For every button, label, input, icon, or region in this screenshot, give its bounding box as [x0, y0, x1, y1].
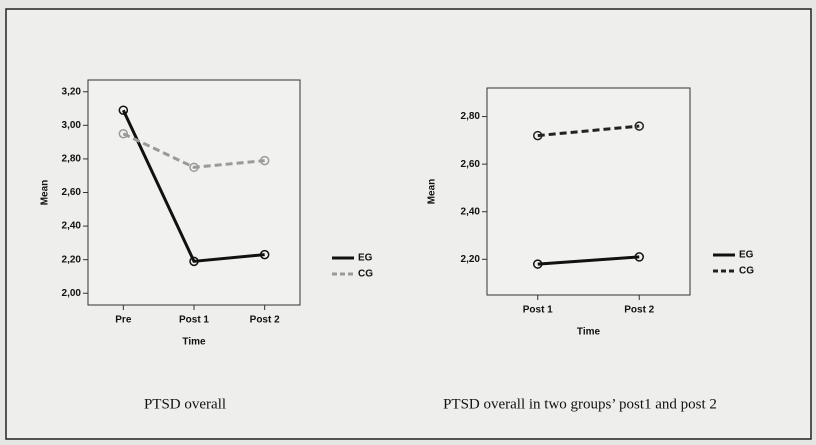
- point: [533, 259, 543, 269]
- x-tick-label: Post 2: [624, 305, 654, 316]
- x-axis-label: Time: [182, 337, 206, 348]
- point: [118, 105, 129, 115]
- point: [259, 249, 270, 260]
- series-line: [537, 124, 640, 138]
- point: [634, 121, 644, 131]
- x-tick-label: Pre: [115, 315, 132, 326]
- x-axis-label: Time: [577, 327, 601, 338]
- y-tick-label: 2,20: [461, 254, 481, 265]
- x-tick-label: Post 2: [250, 315, 280, 326]
- plot-area: [486, 87, 691, 296]
- x-tick-label: Post 1: [523, 305, 553, 316]
- legend-label: CG: [739, 266, 754, 277]
- plot-area: [87, 79, 301, 306]
- caption: PTSD overall in two groups’ post1 and po…: [443, 396, 717, 412]
- y-tick-label: 2,20: [62, 254, 82, 265]
- x-tick-label: Post 1: [179, 315, 209, 326]
- series-line: [121, 109, 265, 263]
- series-line: [537, 255, 640, 266]
- legend-label: EG: [358, 253, 373, 264]
- legend-label: EG: [739, 250, 754, 261]
- series-line: [122, 132, 265, 169]
- y-tick-label: 3,20: [62, 86, 82, 97]
- y-axis-label: Mean: [40, 180, 51, 206]
- y-tick-label: 2,60: [461, 159, 481, 170]
- point: [634, 252, 644, 262]
- point: [189, 162, 199, 173]
- caption: PTSD overall: [144, 396, 226, 412]
- y-tick-label: 2,80: [461, 111, 481, 122]
- point: [259, 155, 270, 166]
- point: [533, 130, 543, 141]
- y-tick-label: 2,40: [461, 206, 481, 217]
- y-tick-label: 2,60: [62, 187, 82, 198]
- y-tick-label: 2,80: [62, 154, 82, 165]
- y-tick-label: 2,00: [62, 288, 82, 299]
- point: [189, 256, 199, 267]
- legend-label: CG: [358, 269, 373, 280]
- point: [118, 128, 129, 139]
- y-axis-label: Mean: [427, 179, 438, 205]
- y-tick-label: 2,40: [62, 221, 82, 232]
- y-tick-label: 3,00: [62, 120, 82, 131]
